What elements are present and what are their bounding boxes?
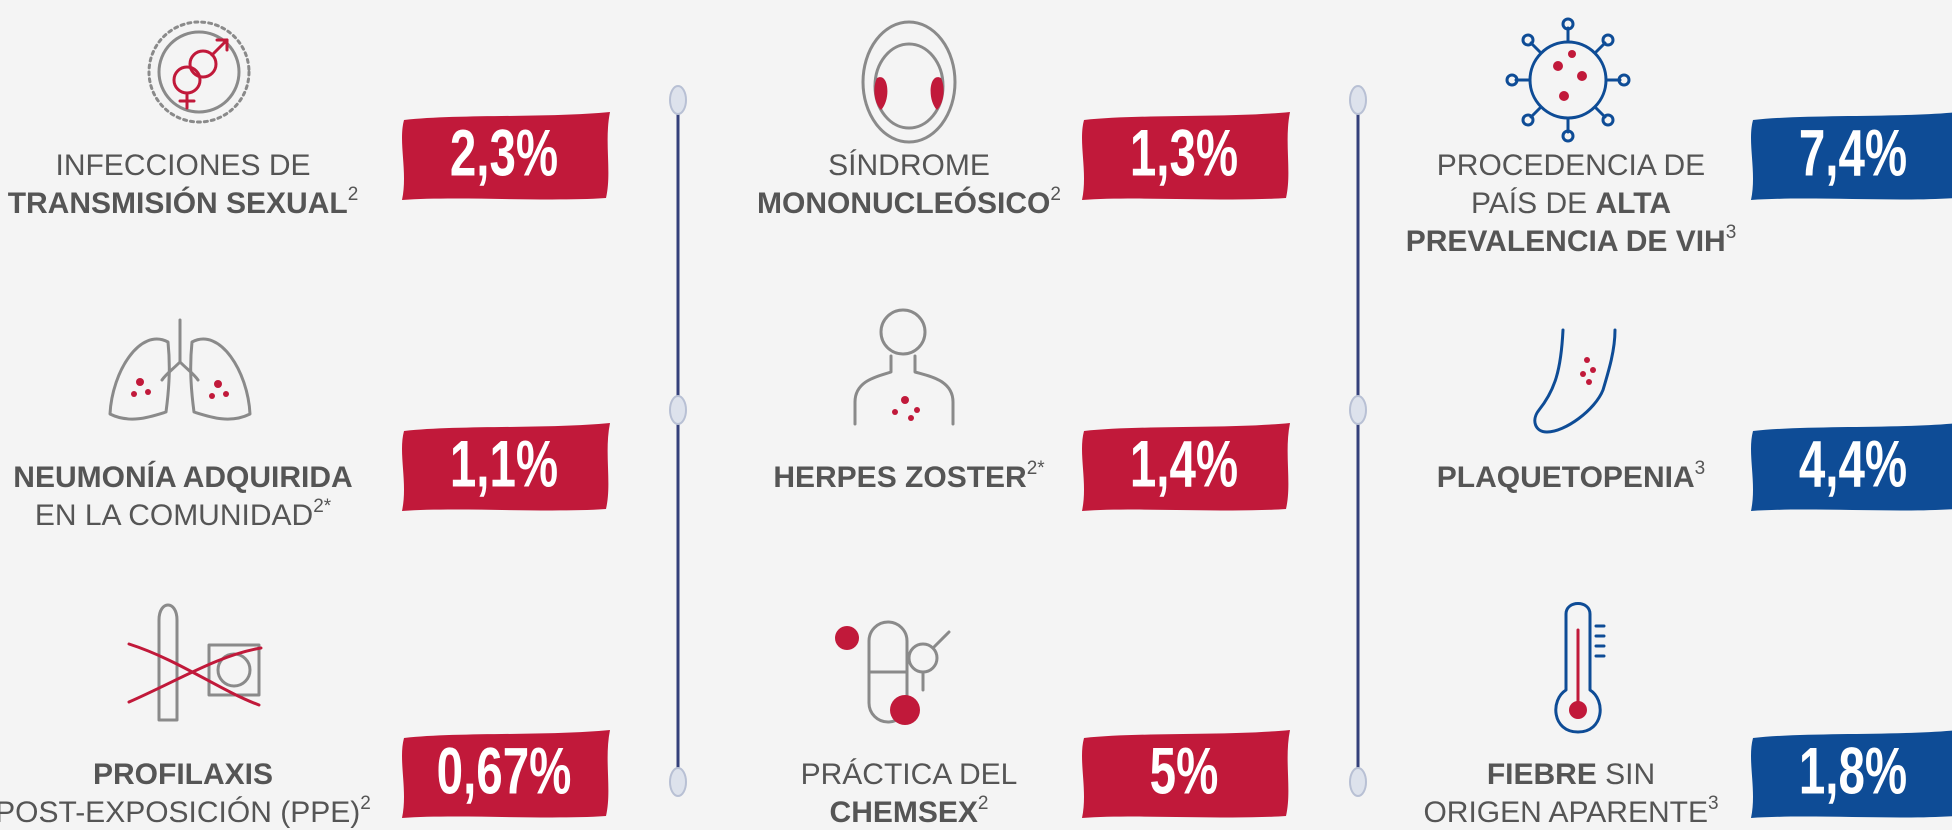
badge-text-group: 0,67% bbox=[437, 735, 572, 808]
superscript: 2 bbox=[978, 793, 989, 814]
badge-value: 7,4% bbox=[1799, 117, 1907, 190]
badge-value: 5% bbox=[1150, 735, 1219, 808]
superscript: 3 bbox=[1708, 793, 1719, 814]
label-line: PRÁCTICA DEL bbox=[801, 758, 1018, 791]
label-text: TRANSMISIÓN SEXUAL bbox=[8, 186, 348, 220]
label-line: PROCEDENCIA DE bbox=[1437, 149, 1705, 182]
label-line: INFECCIONES DE bbox=[55, 149, 310, 182]
label-text: ORIGEN APARENTE bbox=[1423, 796, 1708, 829]
superscript: 3 bbox=[1726, 222, 1737, 243]
label-text: SÍNDROME bbox=[828, 149, 990, 182]
badge-value: 1,1% bbox=[450, 428, 558, 501]
label-text: HERPES ZOSTER bbox=[773, 461, 1027, 494]
superscript: 2 bbox=[1050, 184, 1061, 205]
label-text: PRÁCTICA DEL bbox=[801, 758, 1018, 791]
badge-value: 1,3% bbox=[1130, 117, 1238, 190]
label-text: EN LA COMUNIDAD bbox=[35, 499, 313, 532]
badge-text-group: 2,3% bbox=[450, 117, 558, 190]
badge-value: 0,67% bbox=[437, 735, 572, 808]
label-text: NEUMONÍA ADQUIRIDA bbox=[13, 460, 352, 494]
superscript: 2 bbox=[348, 184, 359, 205]
label-text: PROCEDENCIA DE bbox=[1437, 149, 1705, 182]
badge-text-group: 1,4% bbox=[1130, 428, 1238, 501]
label-line: EN LA COMUNIDAD2* bbox=[35, 496, 332, 532]
label-line: POST-EXPOSICIÓN (PPE)2 bbox=[0, 793, 371, 829]
badge-text-group: 1,1% bbox=[450, 428, 558, 501]
label-line: SÍNDROME bbox=[828, 149, 990, 182]
badge-value: 1,4% bbox=[1130, 428, 1238, 501]
badge-text-group: 5% bbox=[1150, 735, 1219, 808]
badge-text-group: 4,4% bbox=[1799, 428, 1907, 501]
badge-value: 4,4% bbox=[1799, 428, 1907, 501]
label-text: PREVALENCIA DE VIH bbox=[1406, 225, 1726, 258]
label-line: FIEBRE SIN bbox=[1487, 758, 1655, 791]
page: INFECCIONES DETRANSMISIÓN SEXUAL22,3%NEU… bbox=[0, 0, 1952, 830]
badge-text-group: 1,8% bbox=[1799, 735, 1907, 808]
label-line: PLAQUETOPENIA3 bbox=[1437, 458, 1705, 494]
label-text: CHEMSEX bbox=[830, 796, 978, 829]
label-text: POST-EXPOSICIÓN (PPE) bbox=[0, 796, 360, 829]
label-line: HERPES ZOSTER2* bbox=[773, 458, 1045, 494]
label-text: PAÍS DE bbox=[1471, 187, 1595, 220]
badge-value: 1,8% bbox=[1799, 735, 1907, 808]
label-line: TRANSMISIÓN SEXUAL2 bbox=[8, 184, 359, 220]
infographic: INFECCIONES DETRANSMISIÓN SEXUAL22,3%NEU… bbox=[0, 0, 1952, 830]
background bbox=[0, 0, 1952, 830]
label-text: MONONUCLEÓSICO bbox=[757, 186, 1050, 220]
superscript: 2 bbox=[360, 793, 371, 814]
badge-text-group: 7,4% bbox=[1799, 117, 1907, 190]
label-text: SIN bbox=[1597, 758, 1655, 791]
label-text: ALTA bbox=[1595, 187, 1671, 220]
label-line: MONONUCLEÓSICO2 bbox=[757, 184, 1061, 220]
label-text: PLAQUETOPENIA bbox=[1437, 461, 1695, 494]
superscript: 3 bbox=[1695, 458, 1706, 479]
badge-text-group: 1,3% bbox=[1130, 117, 1238, 190]
label-line: NEUMONÍA ADQUIRIDA bbox=[13, 460, 352, 494]
label-text: PROFILAXIS bbox=[93, 758, 273, 791]
badge-value: 2,3% bbox=[450, 117, 558, 190]
label-line: CHEMSEX2 bbox=[830, 793, 989, 829]
label-line: ORIGEN APARENTE3 bbox=[1423, 793, 1718, 829]
label-line: PAÍS DE ALTA bbox=[1471, 187, 1671, 220]
label-text: FIEBRE bbox=[1487, 758, 1597, 791]
superscript: 2* bbox=[313, 496, 332, 517]
label-line: PREVALENCIA DE VIH3 bbox=[1406, 222, 1737, 258]
label-text: INFECCIONES DE bbox=[55, 149, 310, 182]
superscript: 2* bbox=[1027, 458, 1046, 479]
label-line: PROFILAXIS bbox=[93, 758, 273, 791]
